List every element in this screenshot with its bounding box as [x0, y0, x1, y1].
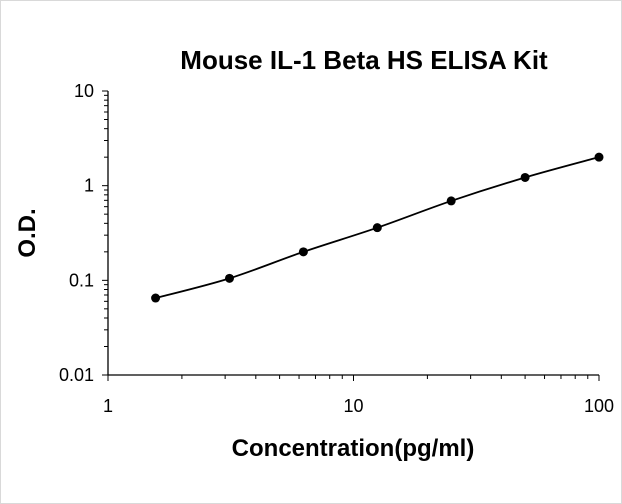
- x-axis-label: Concentration(pg/ml): [232, 435, 475, 462]
- y-tick-label: 0.01: [59, 365, 94, 385]
- y-axis-label: O.D.: [14, 208, 41, 257]
- data-point: [372, 223, 382, 233]
- x-tick-label: 10: [343, 396, 363, 416]
- y-tick-label: 1: [84, 176, 94, 196]
- y-tick-label: 10: [74, 81, 94, 101]
- axes: [107, 91, 599, 376]
- x-tick-label: 100: [584, 396, 614, 416]
- y-tick-label: 0.1: [69, 270, 94, 290]
- data-point: [298, 247, 308, 257]
- chart-title: Mouse IL-1 Beta HS ELISA Kit: [180, 45, 548, 75]
- tick-marks: [102, 90, 600, 381]
- data-point: [594, 152, 604, 162]
- tick-labels: 1 10 100 0.01 0.1 1 10: [59, 81, 614, 416]
- data-point: [151, 293, 161, 303]
- data-point: [446, 196, 456, 206]
- data-series: [151, 152, 604, 303]
- data-point: [520, 172, 530, 182]
- x-tick-label: 1: [103, 396, 113, 416]
- data-point: [224, 273, 234, 283]
